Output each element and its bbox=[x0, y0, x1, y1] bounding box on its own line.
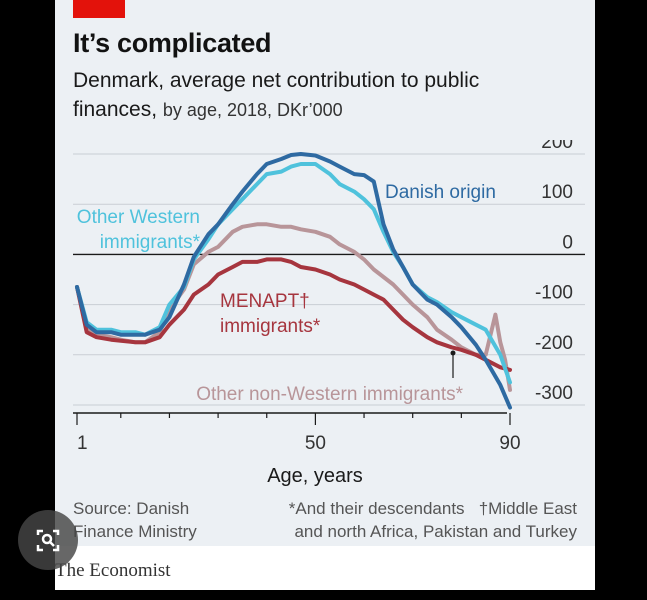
series-label: Other Western bbox=[77, 207, 200, 228]
x-tick-label: 50 bbox=[305, 433, 326, 454]
chart-title: It’s complicated bbox=[73, 28, 272, 58]
series-label: Danish origin bbox=[385, 182, 496, 203]
y-tick-label: -100 bbox=[535, 283, 573, 304]
series-line bbox=[75, 222, 512, 392]
y-tick-label: 0 bbox=[562, 232, 573, 253]
label-leader-dot bbox=[450, 350, 456, 356]
x-tick-label: 90 bbox=[499, 433, 520, 454]
source-note: Source: Danish Finance Ministry bbox=[73, 497, 273, 543]
series-label: Other non-Western immigrants* bbox=[196, 384, 463, 405]
series-label: immigrants* bbox=[100, 232, 201, 253]
brand-name: The Economist bbox=[55, 560, 171, 581]
y-tick-label: -300 bbox=[535, 383, 573, 404]
x-tick-label: 1 bbox=[77, 433, 88, 454]
series-label: immigrants* bbox=[220, 316, 321, 337]
series-label: MENAPT† bbox=[220, 291, 310, 312]
subtitle-units: by age, 2018, DKr’000 bbox=[162, 100, 343, 120]
source-line-2: Finance Ministry bbox=[73, 522, 197, 541]
subtitle-main: Denmark, average net contribution to pub… bbox=[73, 69, 480, 121]
x-axis-label: Age, years bbox=[267, 465, 363, 487]
brand-bar: The Economist bbox=[55, 546, 595, 590]
chart-subtitle: Denmark, average net contribution to pub… bbox=[73, 66, 553, 125]
footnote-line-2: and north Africa, Pakistan and Turkey bbox=[294, 522, 577, 541]
source-line-1: Source: Danish bbox=[73, 499, 190, 518]
y-tick-label: 200 bbox=[541, 140, 573, 153]
y-tick-label: -200 bbox=[535, 333, 573, 354]
footnote-line-1: *And their descendants †Middle East bbox=[288, 499, 577, 518]
chart-card: It’s complicated Denmark, average net co… bbox=[55, 0, 595, 590]
series-line bbox=[75, 152, 512, 410]
y-tick-label: 100 bbox=[541, 182, 573, 203]
lens-glyph bbox=[36, 529, 60, 552]
lens-search-icon[interactable] bbox=[18, 510, 78, 570]
series-line bbox=[75, 257, 512, 372]
line-chart: 200 100 0 -100 -200 -300 1 50 90 Age, years Danish… bbox=[73, 140, 585, 487]
footnote: *And their descendants †Middle East and … bbox=[257, 497, 577, 543]
brand-red-tag bbox=[73, 0, 125, 18]
